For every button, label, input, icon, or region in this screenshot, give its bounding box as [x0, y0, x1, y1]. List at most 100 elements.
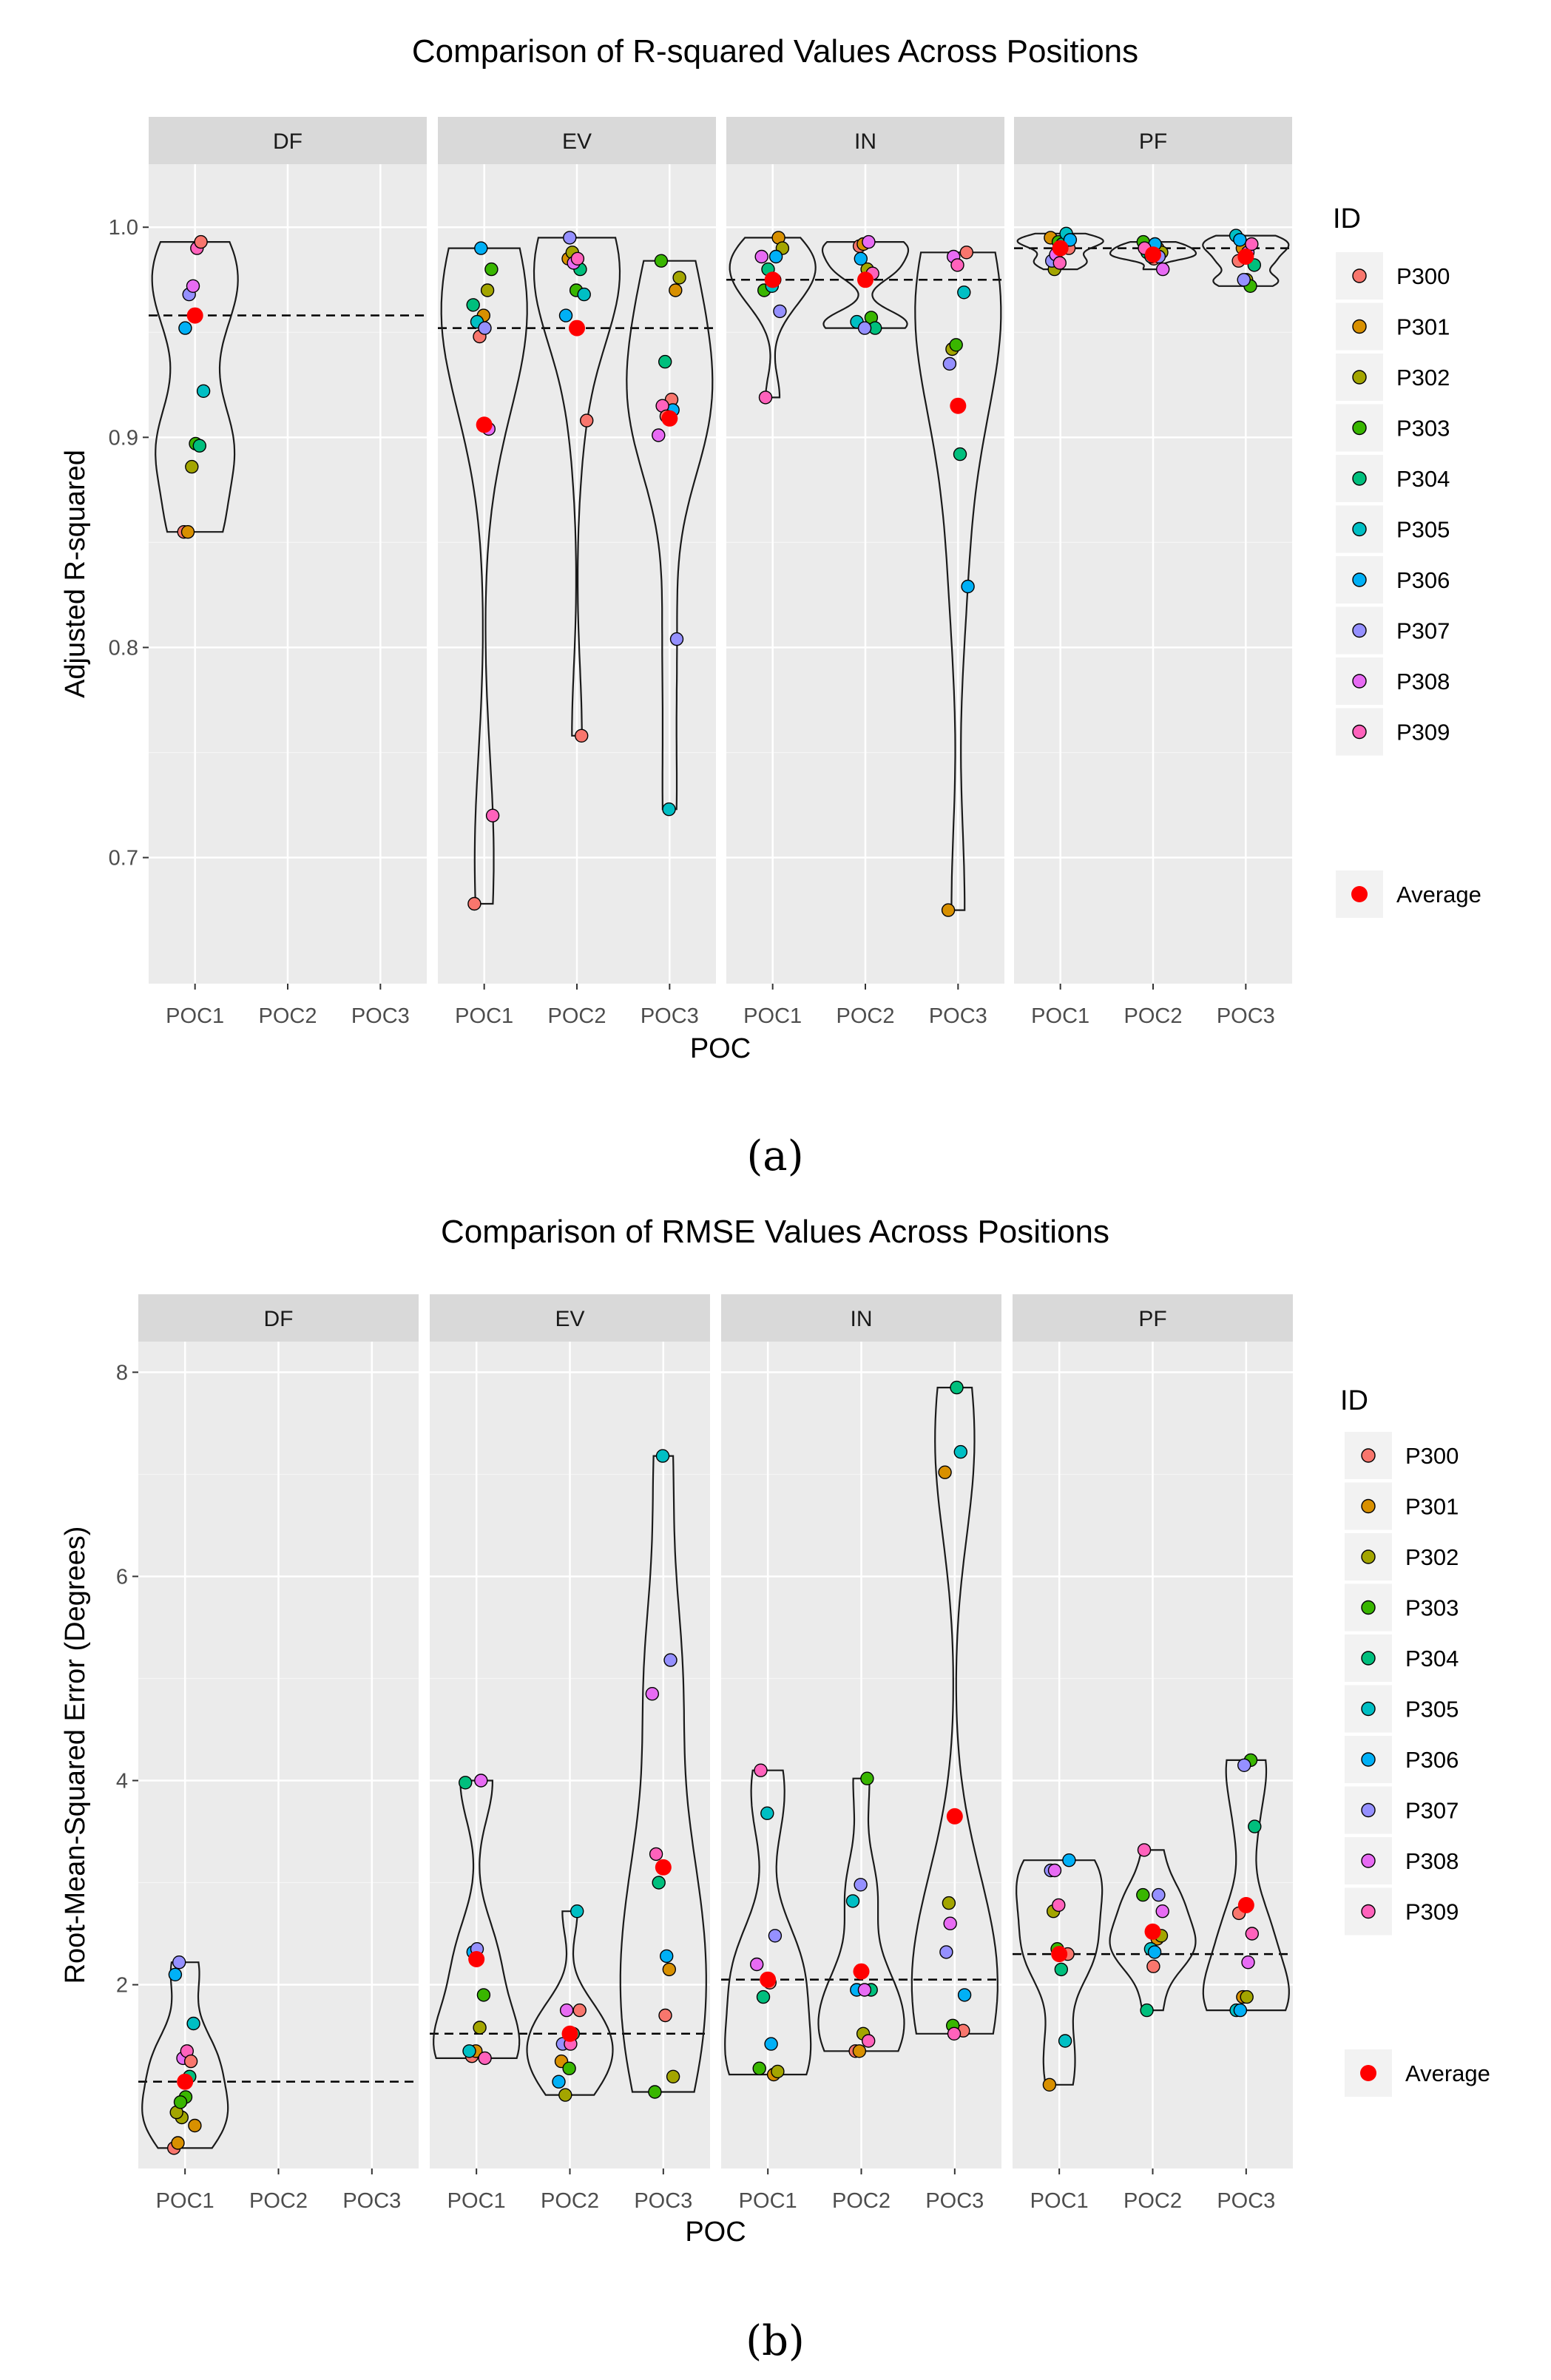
- legend-title: ID: [1333, 203, 1361, 234]
- legend-key-swatch: [1352, 521, 1367, 537]
- legend-key-swatch: [1352, 674, 1367, 689]
- data-point: [558, 308, 573, 322]
- data-point: [939, 1945, 953, 1959]
- legend-item: P303: [1336, 404, 1450, 452]
- average-point: [946, 1808, 963, 1825]
- data-point: [666, 2069, 680, 2084]
- x-tick-label: POC1: [166, 1004, 224, 1028]
- legend: ID P300 P301 P302 P303 P304 P305 P306 P307 P308 P3…: [1333, 203, 1481, 918]
- data-point: [950, 1380, 964, 1395]
- legend-key-swatch: [1361, 1651, 1376, 1666]
- legend-label: P308: [1396, 669, 1450, 694]
- average-point: [857, 271, 874, 288]
- data-point: [1248, 1819, 1262, 1833]
- legend-key-swatch: [1361, 1498, 1376, 1514]
- data-point: [563, 231, 577, 245]
- legend-label: P300: [1396, 263, 1450, 289]
- x-tick-label: POC1: [447, 2189, 506, 2213]
- data-point: [949, 338, 963, 352]
- x-tick-label: POC1: [743, 1004, 802, 1028]
- legend-key-swatch: [1361, 1600, 1376, 1615]
- legend-key-swatch: [1361, 1701, 1376, 1717]
- x-tick-label: POC2: [259, 1004, 317, 1028]
- data-point: [652, 428, 666, 442]
- data-point: [754, 249, 768, 264]
- data-point: [474, 241, 488, 255]
- legend-label: P307: [1405, 1798, 1459, 1824]
- data-point: [570, 251, 585, 266]
- data-point: [1052, 256, 1067, 270]
- data-point: [957, 1988, 972, 2002]
- legend-item: P305: [1336, 505, 1450, 553]
- data-point: [196, 384, 211, 398]
- data-point: [1146, 1959, 1160, 1973]
- x-tick-label: POC2: [1123, 2189, 1182, 2213]
- chart-b-rmse: Comparison of RMSE Values Across Positio…: [60, 1214, 1490, 2365]
- x-axis-title: POC: [690, 1033, 751, 1064]
- data-point: [478, 321, 492, 335]
- average-point: [1145, 246, 1161, 263]
- data-point: [669, 283, 683, 297]
- legend-key-swatch: [1352, 319, 1367, 334]
- data-point: [1152, 1887, 1166, 1902]
- data-point: [173, 2095, 188, 2109]
- data-point: [942, 356, 957, 371]
- data-point: [862, 234, 876, 249]
- legend-key-swatch: [1352, 572, 1367, 587]
- legend-item: P301: [1336, 302, 1450, 351]
- x-tick-label: POC1: [739, 2189, 797, 2213]
- data-point: [478, 2051, 492, 2066]
- facet-panel-in: IN POC1 POC2 POC3: [726, 117, 1004, 1028]
- legend-label: P303: [1396, 416, 1450, 442]
- data-point: [662, 1962, 676, 1977]
- legend-label: P304: [1396, 466, 1450, 492]
- facet-strip: [721, 1294, 1001, 1342]
- data-point: [773, 304, 787, 319]
- y-tick-label: 0.7: [109, 847, 138, 870]
- facet-panel-ev: EV POC1 POC2 POC3: [430, 1294, 710, 2213]
- legend-key-swatch: [1352, 420, 1367, 436]
- y-axis-title: Root-Mean-Squared Error (Degrees): [60, 1527, 91, 1984]
- data-point: [476, 1988, 491, 2002]
- average-point: [561, 2025, 578, 2042]
- data-point: [1042, 2078, 1057, 2092]
- legend-label: P303: [1405, 1595, 1459, 1621]
- x-tick-label: POC2: [832, 2189, 891, 2213]
- violin-outline: [619, 1455, 707, 2093]
- data-point: [655, 1449, 670, 1463]
- data-point: [575, 728, 589, 743]
- data-point: [752, 2061, 766, 2075]
- legend-label: P306: [1396, 567, 1450, 593]
- x-tick-label: POC3: [929, 1004, 987, 1028]
- data-point: [185, 459, 199, 474]
- violin-outline: [1202, 1759, 1290, 2012]
- data-point: [860, 1771, 874, 1785]
- data-point: [580, 413, 594, 427]
- chart-title: Comparison of R-squared Values Across Po…: [412, 33, 1138, 70]
- data-point: [1245, 1927, 1260, 1941]
- violin-outline: [817, 1777, 905, 2052]
- facet-label: DF: [264, 1307, 294, 1331]
- data-point: [473, 2021, 487, 2035]
- x-tick-label: POC1: [455, 1004, 513, 1028]
- data-point: [1245, 237, 1259, 251]
- data-point: [663, 1653, 677, 1667]
- facet-panel-in: IN POC1 POC2 POC3: [721, 1294, 1001, 2213]
- legend-label: P309: [1396, 720, 1450, 746]
- data-point: [577, 287, 591, 302]
- legend-label: P305: [1396, 517, 1450, 543]
- facet-panel-df: DF POC1 POC2 POC3: [138, 1294, 419, 2213]
- data-point: [552, 2075, 566, 2089]
- data-point: [1155, 1904, 1169, 1918]
- average-point: [853, 1963, 870, 1980]
- legend-item-average: Average: [1336, 870, 1481, 918]
- data-point: [183, 2054, 198, 2069]
- average-point: [950, 397, 967, 414]
- x-tick-label: POC2: [1124, 1004, 1183, 1028]
- data-point: [957, 285, 971, 300]
- data-point: [950, 258, 964, 272]
- data-point: [961, 579, 975, 594]
- data-point: [186, 2016, 200, 2031]
- data-point: [462, 2044, 476, 2058]
- x-tick-label: POC3: [351, 1004, 410, 1028]
